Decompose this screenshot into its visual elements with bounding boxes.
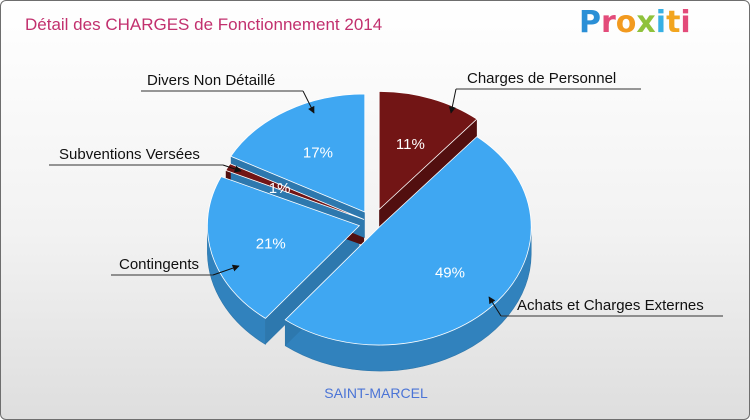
slice-callout-label: Charges de Personnel [467, 70, 616, 87]
slice-percent-label: 11% [396, 136, 425, 153]
pie-tops [207, 91, 532, 346]
pie-slice[interactable] [284, 136, 532, 346]
logo-letter: r [601, 5, 616, 40]
slice-percent-label: 1% [269, 180, 291, 197]
slice-callout-label: Divers Non Détaillé [147, 72, 275, 89]
logo-letter: t [666, 5, 681, 40]
pie-slice[interactable] [230, 93, 366, 213]
callout-arrow [488, 296, 502, 317]
slice-percent-label: 49% [435, 265, 465, 282]
pie-slice[interactable] [378, 91, 478, 211]
logo-letter: o [615, 5, 637, 40]
slice-edge [265, 225, 360, 345]
pie-labels: 11% 49% 21% 1% 17% Charges de Personnel Achats… [49, 70, 723, 317]
chart-title: Détail des CHARGES de Fonctionnement 201… [25, 15, 383, 34]
pie-slice[interactable] [207, 176, 361, 319]
slice-callout-label: Contingents [119, 256, 199, 273]
slice-percent-label: 17% [303, 144, 333, 161]
commune-subtitle: SAINT-MARCEL [324, 385, 428, 401]
callout-arrow [222, 164, 242, 173]
callout-arrow [302, 90, 315, 114]
logo-letter: P [579, 5, 601, 40]
logo-letter: i [655, 5, 667, 40]
slice-callout-label: Subventions Versées [59, 146, 200, 163]
slice-callout-label: Achats et Charges Externes [517, 297, 704, 314]
slice-percent-label: 21% [256, 235, 286, 252]
logo-letter: i [680, 5, 691, 40]
callout-arrow [212, 264, 240, 276]
proxiti-logo[interactable]: Proxiti [579, 5, 691, 40]
logo-letter: x [636, 5, 656, 40]
callout-arrow [448, 88, 457, 114]
